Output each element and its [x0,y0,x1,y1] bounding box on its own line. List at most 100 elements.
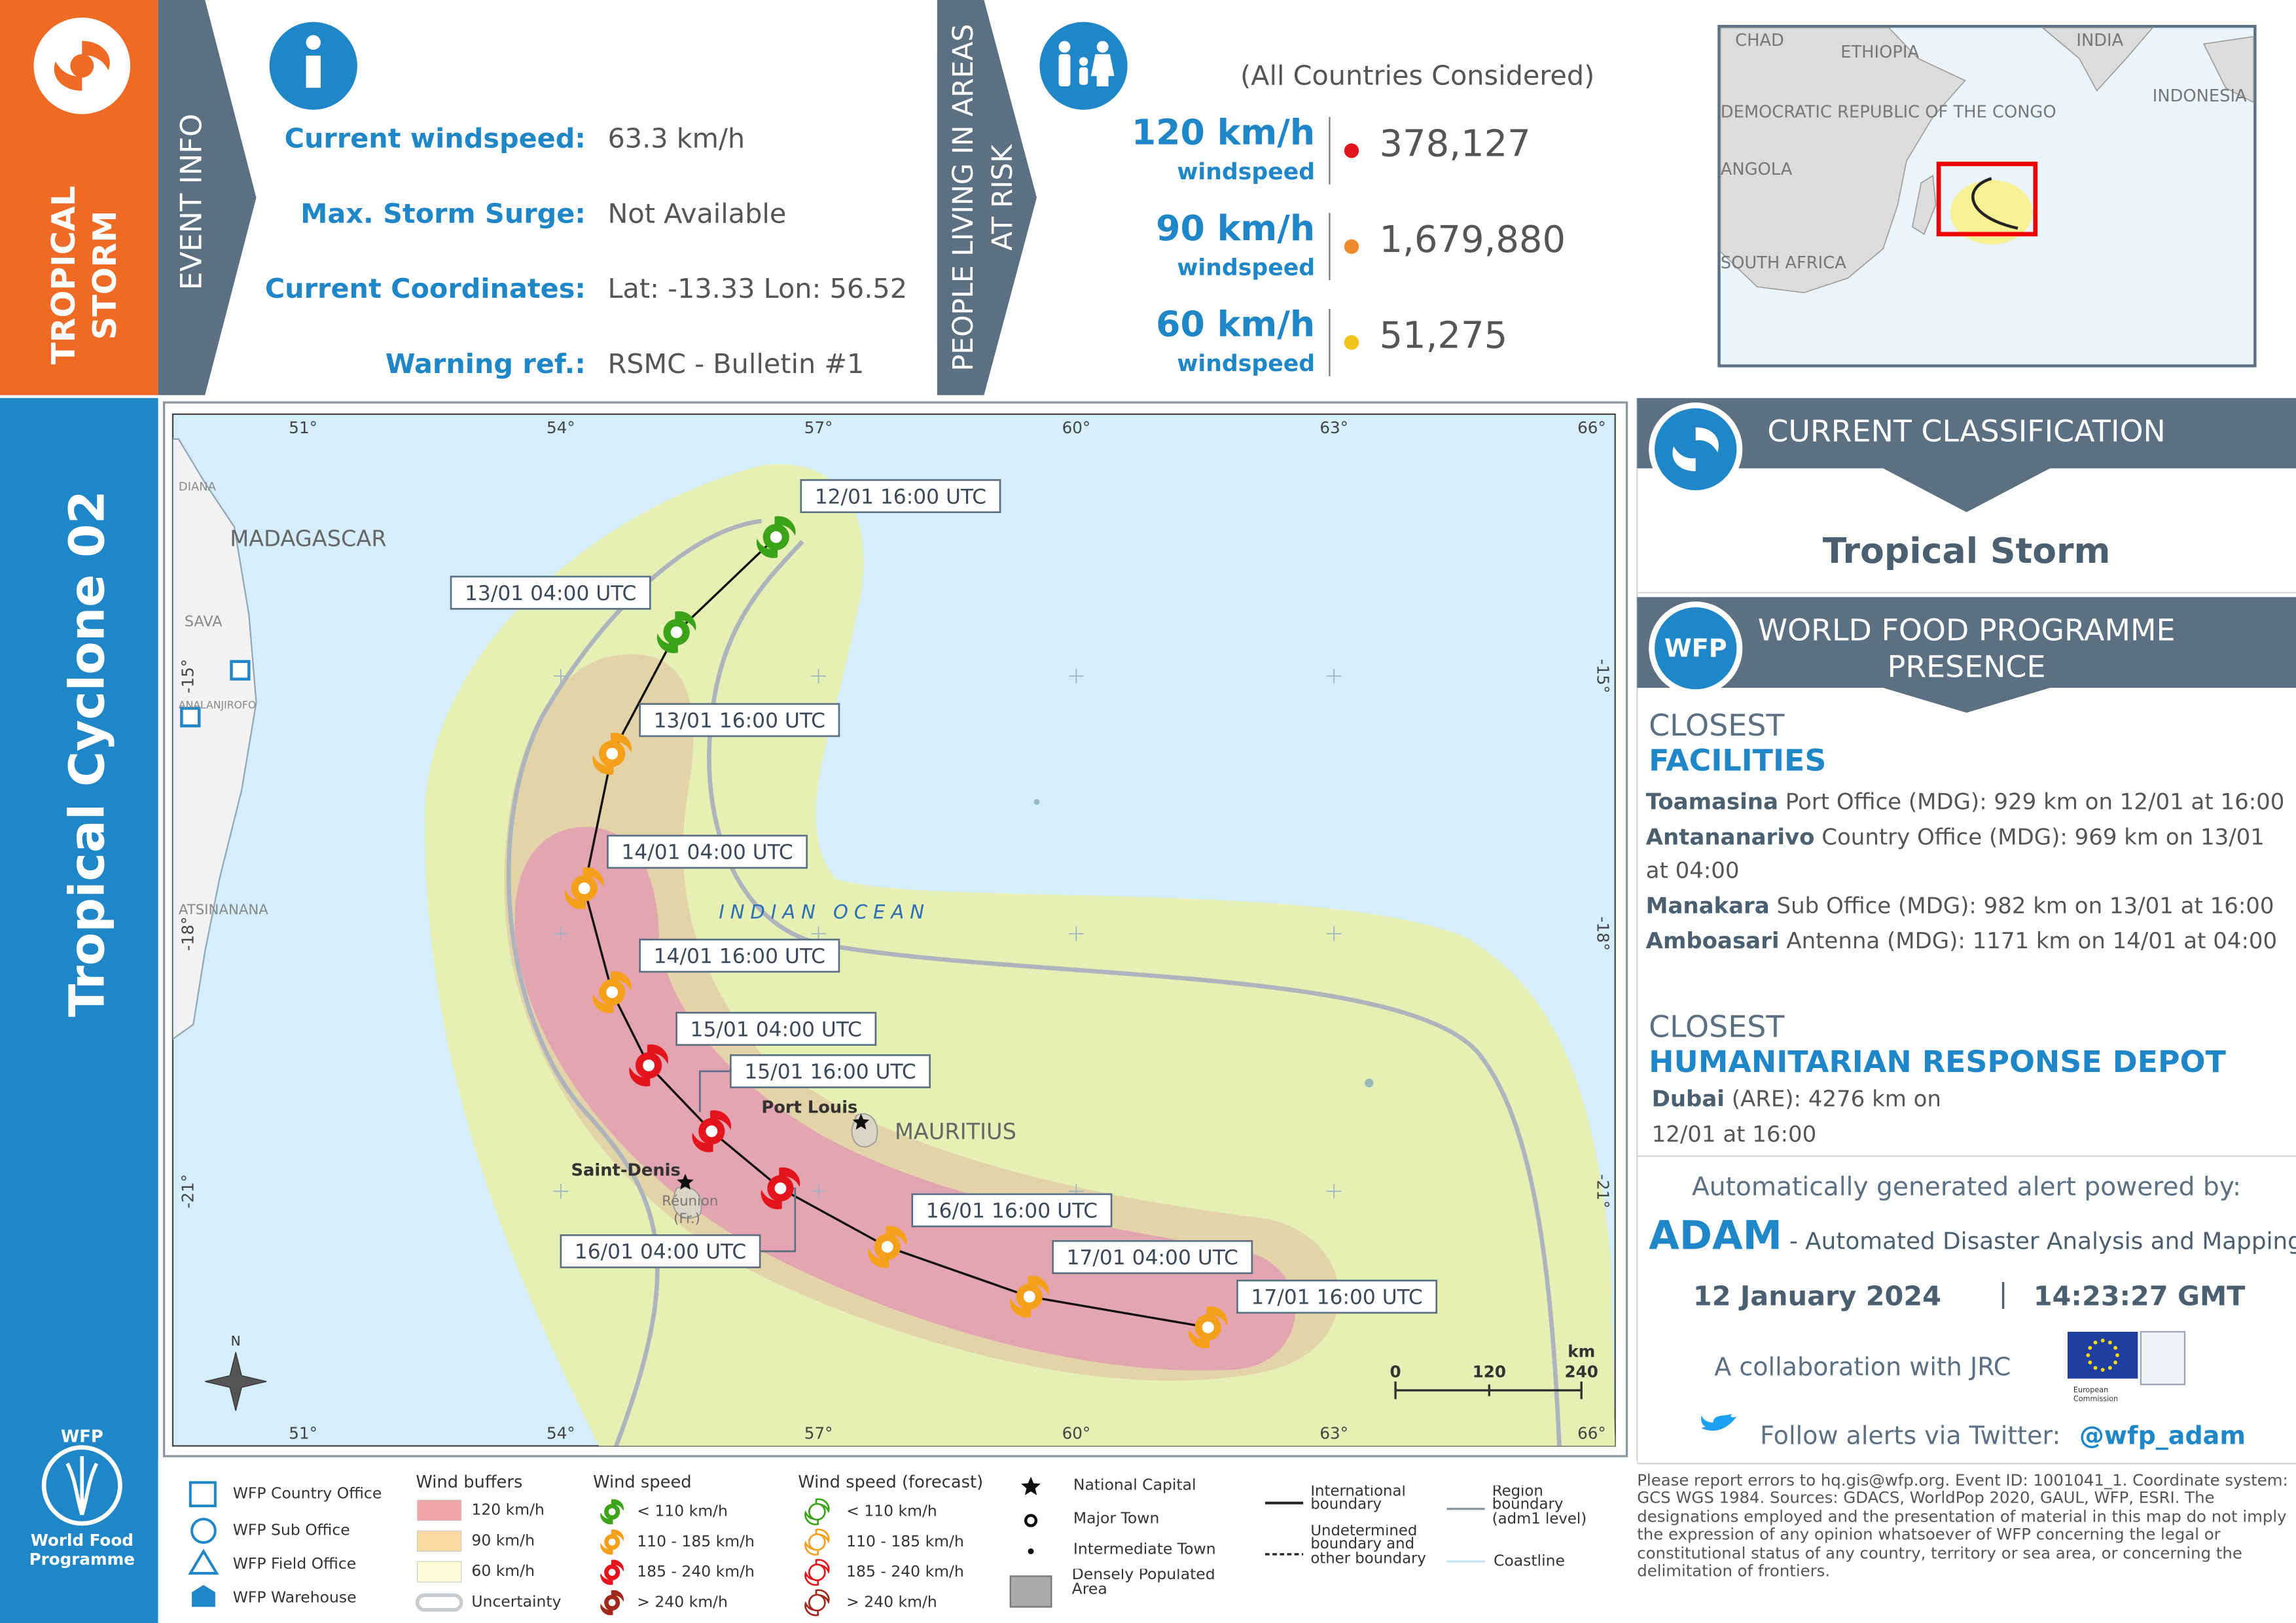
cyclone-eye [814,1538,821,1546]
depot-name: Dubai [1651,1086,1725,1113]
cyclone-arm [610,732,632,753]
capital-marker [677,1173,694,1190]
capital-marker [852,1113,870,1130]
cyclone-arm [1009,1298,1031,1318]
legend-cyclone [600,1529,624,1555]
closest-label: CLOSEST [1649,1009,1785,1044]
cyclone-arm [692,1132,713,1152]
cyclone-arm [886,1226,907,1246]
eu-label: European [2073,1385,2108,1394]
island [1365,1079,1374,1088]
scale-label: 120 [1473,1363,1506,1382]
graticule-cross [553,926,569,941]
depot-list-body: Dubai (ARE): 4276 km on 12/01 at 16:00 [1652,1083,1989,1152]
legend-label: WFP Sub Office [233,1521,350,1539]
population-count: 378,127 [1379,123,1530,166]
classification-header [1637,398,2296,512]
eu-star [2086,1353,2090,1357]
legend-label: 185 - 240 km/h [846,1562,964,1580]
legend-wrapped-body: International boundary [1310,1486,1416,1513]
cyclone-arm [1188,1329,1210,1349]
eu-star [2108,1340,2112,1345]
track-point [656,611,696,654]
info-label: Current Coordinates: [265,273,586,304]
cyclone-eye [608,1599,616,1607]
legend-icon [190,1518,217,1544]
lon-label: 66° [1577,418,1606,437]
info-label: Max. Storm Surge: [300,198,586,229]
legend-cyclone [804,1498,830,1525]
legend-label: 110 - 185 km/h [637,1532,755,1550]
graticule-cross [811,926,826,941]
legend-cyclone [804,1589,830,1616]
cyclone-eye [770,531,782,543]
speed-unit: windspeed [1177,255,1315,281]
info-label: Warning ref.: [386,348,586,380]
classification-heading: CURRENT CLASSIFICATION [1767,413,2166,448]
eu-label: Commission [2073,1395,2118,1403]
legend-label: 110 - 185 km/h [846,1532,964,1550]
classification-logo-swirl [1672,427,1719,472]
inset-label: SOUTH AFRICA [1721,253,1846,273]
legend-wrapped-body: Region boundary (adm1 level) [1492,1486,1612,1527]
legend-wrapped-body: Undetermined boundary and other boundary [1310,1525,1430,1567]
legend-label: Undetermined boundary and other boundary [1310,1525,1426,1567]
north-arrow [205,1352,267,1411]
scale-bar [1394,1382,1583,1399]
cyclone-eye [814,1508,821,1516]
time-label: 12/01 16:00 UTC [815,485,986,508]
cyclone-arm [592,755,614,775]
classification-value: Tropical Storm [1823,530,2111,571]
track-point [592,971,632,1014]
eu-star [2088,1361,2092,1364]
twitter-handle[interactable]: @wfp_adam [2079,1421,2246,1450]
event-name-block [0,398,158,1623]
scale-label: 0 [1390,1363,1401,1382]
twitter-icon [1701,1414,1737,1431]
track-point [629,1044,668,1086]
eu-star [2115,1353,2119,1357]
place-label: Port Louis [761,1097,857,1117]
lon-label: 51° [289,418,317,437]
graticule-cross [553,668,569,684]
legend-label: 185 - 240 km/h [637,1562,755,1580]
legend-swatch [417,1530,462,1552]
time-label-box [1052,1240,1253,1274]
uncertainty-outline [707,540,1562,1446]
time-label-box [450,575,651,610]
cyclone-eye [814,1569,821,1576]
event-name: Tropical Cyclone 02 [60,490,116,1017]
legend-label: Densely Populated Area [1071,1569,1215,1597]
legend-label: WFP Country Office [233,1484,382,1503]
legend-cyclone [600,1560,624,1585]
event-info-strip [158,0,257,395]
lat-label: -18° [1594,916,1613,950]
time-label-box [911,1193,1113,1228]
place-label: MAURITIUS [895,1118,1016,1144]
lat-label: -21° [179,1174,198,1208]
classification-logo [1655,408,1737,491]
madagascar-land [172,438,257,1041]
cyclone-arm [600,1543,613,1555]
legend-label: Uncertainty [471,1592,561,1611]
legend-label: Coastline [1494,1552,1565,1570]
adam-name: ADAM [1649,1213,1782,1258]
info-value: 63.3 km/h [607,123,745,154]
legend-cyclone [600,1499,624,1525]
graticule-cross [811,1184,826,1199]
inset-madagascar [1911,175,1937,235]
legend-wrapped: Undetermined boundary and other boundary [1310,1525,1430,1567]
population-note: (All Countries Considered) [1240,60,1594,92]
depot-list: Dubai (ARE): 4276 km on 12/01 at 16:00 [1652,1083,1989,1152]
cyclone-eye [706,1125,718,1137]
facilities-list-body: Toamasina Port Office (MDG): 929 km on 1… [1646,786,2293,959]
cyclone-arm [611,1499,624,1511]
eu-star [2108,1366,2112,1370]
legend-label: International boundary [1310,1485,1406,1514]
track-point [867,1226,907,1268]
legend-label: < 110 km/h [846,1502,937,1520]
time-label-box [639,938,840,973]
adam-full-name: - Automated Disaster Analysis and Mappin… [1789,1228,2296,1255]
org-label: World Food [31,1531,134,1550]
inset-label: INDONESIA [2153,86,2247,106]
